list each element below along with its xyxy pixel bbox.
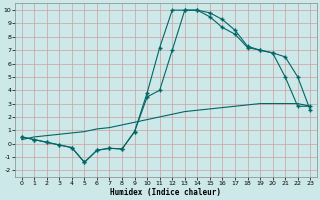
- X-axis label: Humidex (Indice chaleur): Humidex (Indice chaleur): [110, 188, 221, 197]
